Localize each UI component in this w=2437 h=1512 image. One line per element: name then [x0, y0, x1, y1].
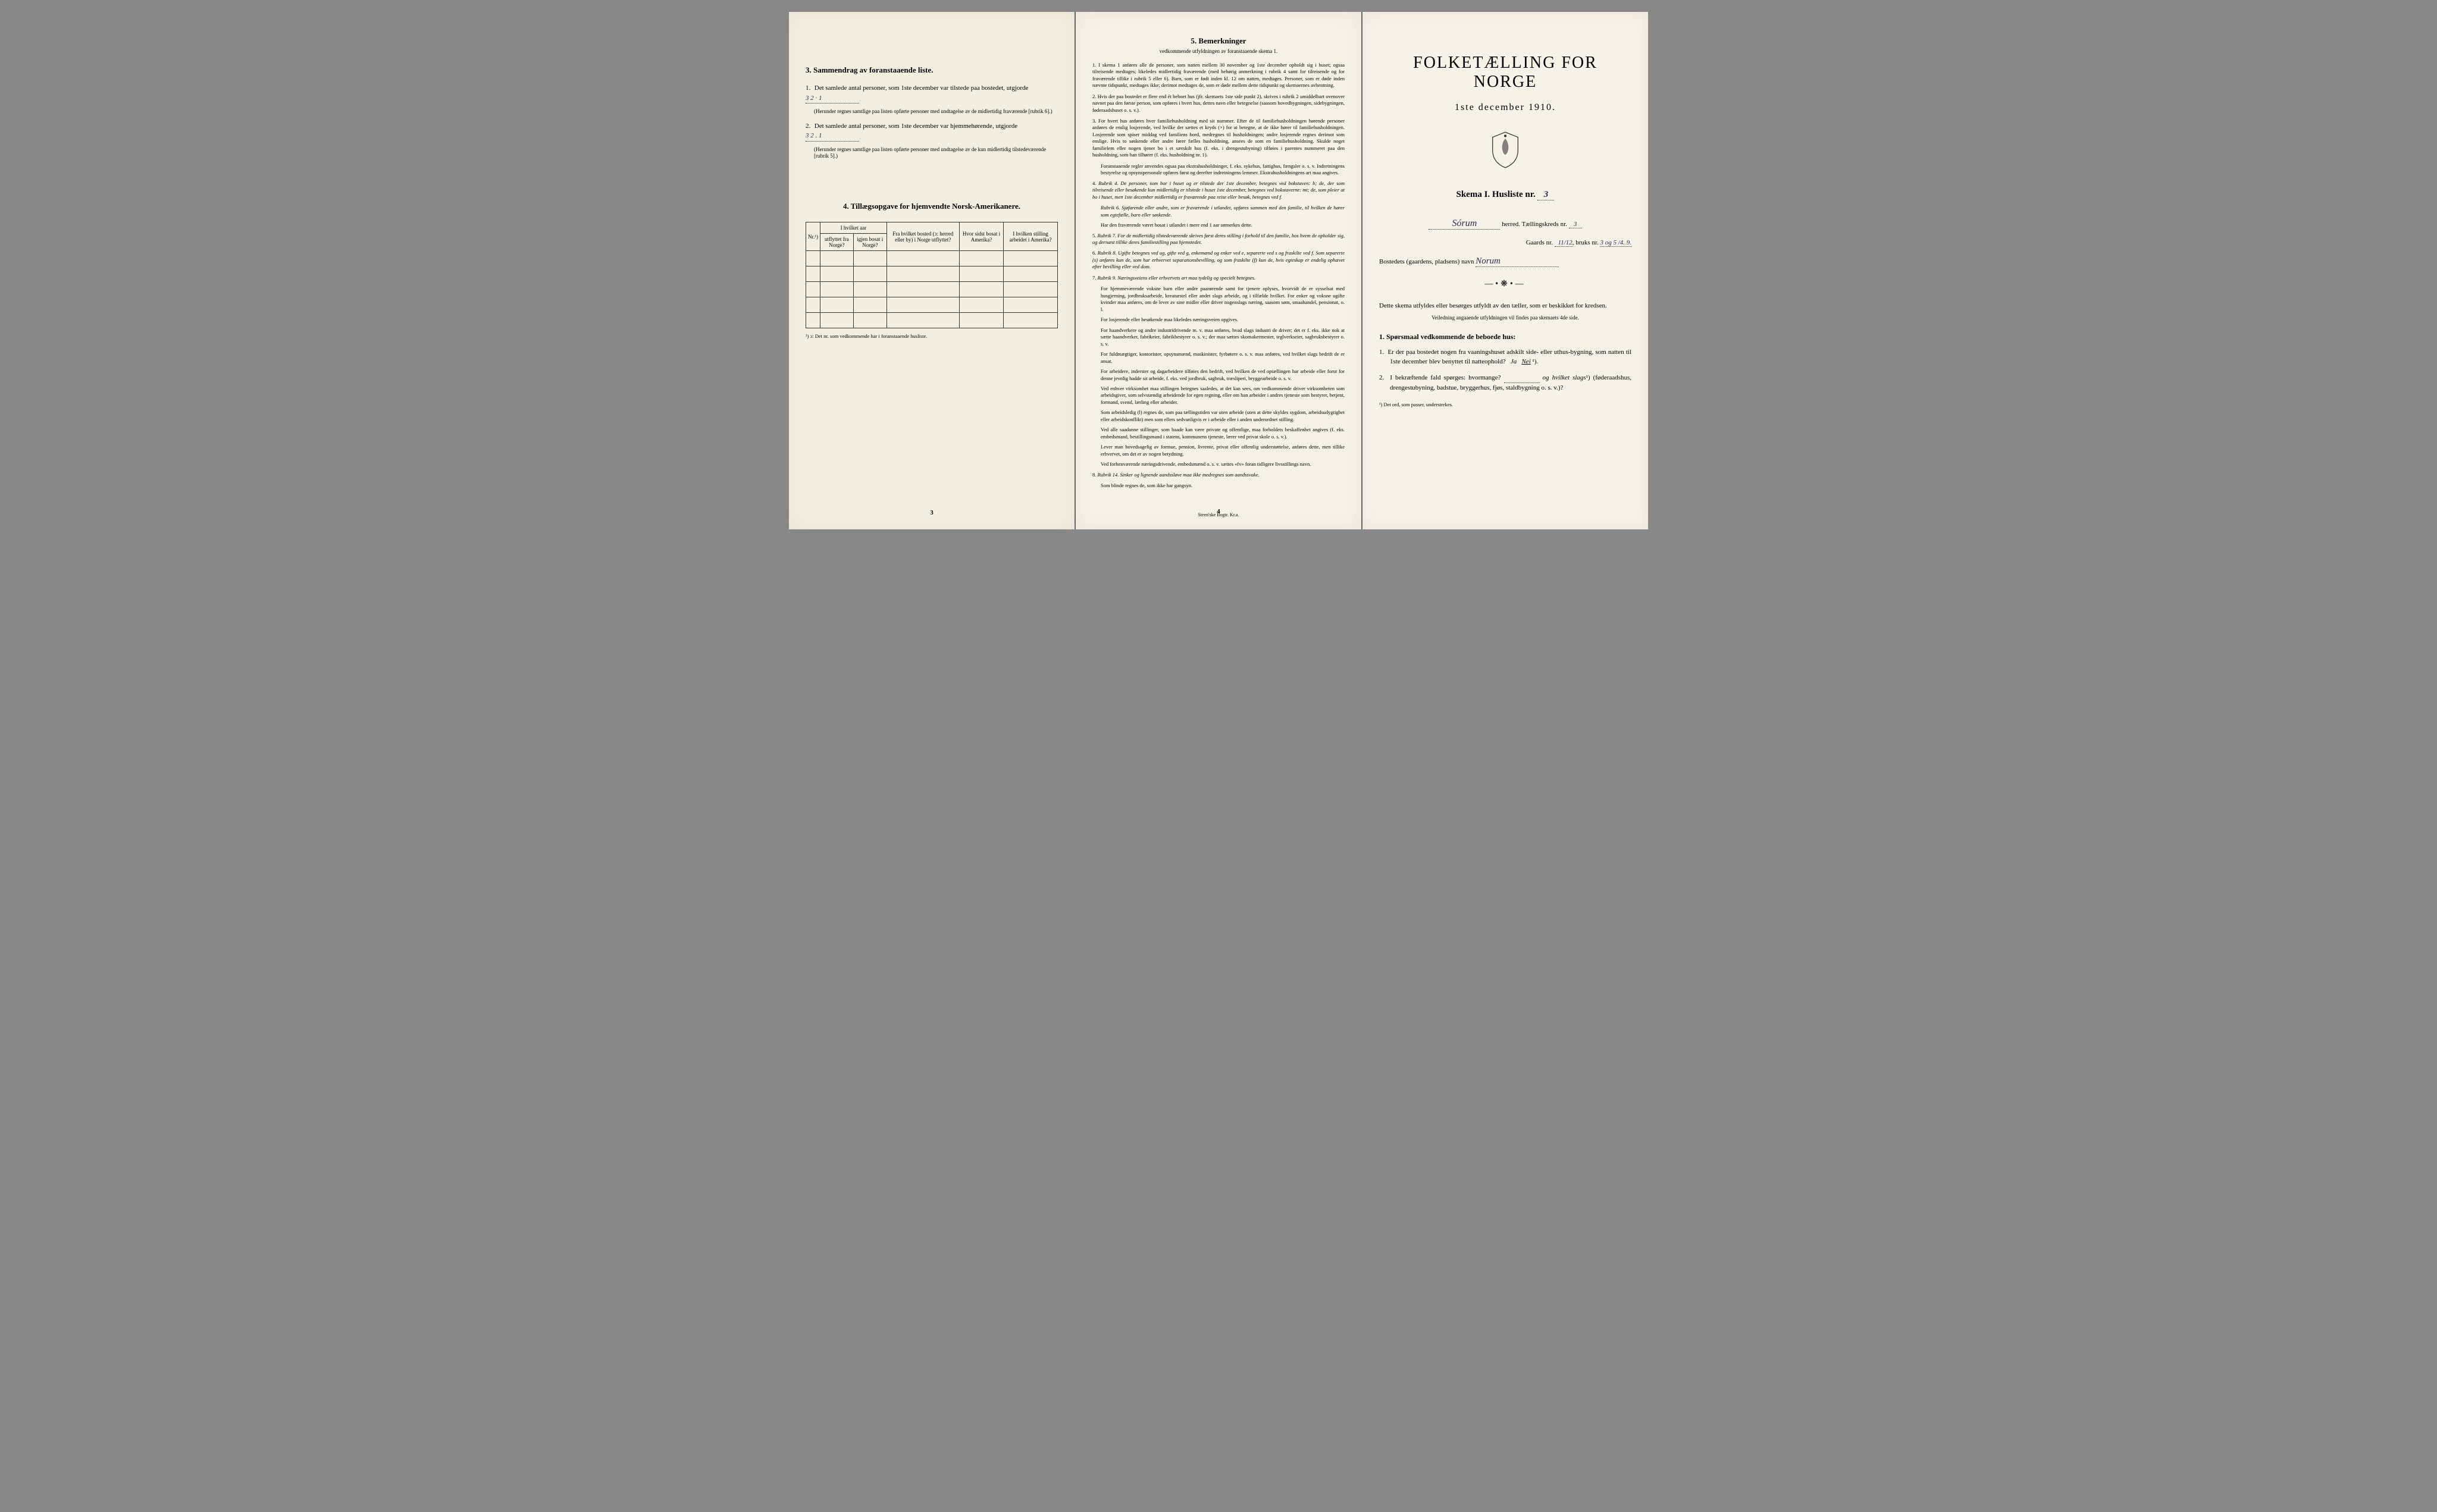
item-2-value: 3 2 . 1 — [806, 131, 859, 142]
th-stilling: I hvilken stilling arbeidet i Amerika? — [1004, 222, 1058, 251]
ornament-icon: ―•❋•― — [1379, 279, 1631, 289]
table-row — [806, 297, 1058, 313]
note-2: 2. Hvis der paa bostedet er flere end ét… — [1092, 93, 1345, 114]
note-7h: Ved alle saadanne stillinger, som baade … — [1101, 426, 1345, 440]
note-7e: For arbeidere, inderster og dagarbeidere… — [1101, 368, 1345, 382]
answer-nei: Nei — [1521, 358, 1530, 365]
main-title: FOLKETÆLLING FOR NORGE — [1379, 54, 1631, 92]
table-row — [806, 313, 1058, 328]
item-num: 1. — [806, 83, 813, 93]
bosted-row: Bostedets (gaardens, pladsens) navn Noru… — [1379, 256, 1631, 267]
th-utflyttet: utflyttet fra Norge? — [820, 234, 853, 251]
item-num: 2. — [806, 121, 813, 131]
instruction-1: Dette skema utfyldes eller besørges utfy… — [1379, 301, 1631, 311]
census-date: 1ste december 1910. — [1379, 102, 1631, 113]
note-7i: Lever man hovedsagelig av formue, pensio… — [1101, 444, 1345, 457]
item-1: 1. Det samlede antal personer, som 1ste … — [806, 83, 1058, 103]
note-7: 7. Rubrik 9. Næringsveiens eller erhverv… — [1092, 275, 1345, 281]
th-nr: Nr.¹) — [806, 222, 820, 251]
table-row — [806, 251, 1058, 266]
gaards-row: Gaards nr. 11/12, bruks nr. 3 og 5 /4. 9… — [1379, 239, 1631, 247]
skema-line: Skema I. Husliste nr. 3 — [1379, 190, 1631, 200]
herred-row: Sórum herred. Tællingskreds nr. 3 — [1379, 218, 1631, 230]
table-footnote: ¹) ɔ: Det nr. som vedkommende har i fora… — [806, 333, 1058, 339]
note-7g: Som arbeidsledig (l) regnes de, som paa … — [1101, 409, 1345, 423]
page-3: 3. Sammendrag av foranstaaende liste. 1.… — [789, 12, 1075, 529]
note-4c: Har den fraværende været bosat i utlande… — [1101, 222, 1345, 228]
note-3b: Foranstaaende regler anvendes ogsaa paa … — [1101, 163, 1345, 177]
note-5: 5. Rubrik 7. For de midlertidig tilstede… — [1092, 233, 1345, 246]
th-sidst: Hvor sidst bosat i Amerika? — [959, 222, 1004, 251]
note-8: 8. Rubrik 14. Sinker og lignende aandssl… — [1092, 472, 1345, 478]
question-1: 1. Er der paa bostedet nogen fra vaaning… — [1379, 347, 1631, 367]
bosted-value: Norum — [1476, 256, 1559, 267]
note-6: 6. Rubrik 8. Ugifte betegnes ved ug, gif… — [1092, 250, 1345, 270]
gaards-value: 11/12 — [1555, 239, 1573, 247]
item-1-text: Det samlede antal personer, som 1ste dec… — [815, 84, 1029, 92]
note-4b: Rubrik 6. Sjøfarende eller andre, som er… — [1101, 205, 1345, 218]
husliste-nr: 3 — [1537, 190, 1554, 200]
page-number: 3 — [930, 509, 934, 516]
document-spread: 3. Sammendrag av foranstaaende liste. 1.… — [789, 12, 1648, 529]
note-1: 1. I skema 1 anføres alle de personer, s… — [1092, 62, 1345, 89]
answer-ja: Ja — [1511, 358, 1517, 365]
note-7d: For fuldmægtiger, kontorister, opsynsmæn… — [1101, 351, 1345, 365]
page-cover: FOLKETÆLLING FOR NORGE 1ste december 191… — [1362, 12, 1648, 529]
item-2-fine: (Herunder regnes samtlige paa listen opf… — [814, 146, 1058, 160]
section-3-title: 3. Sammendrag av foranstaaende liste. — [806, 65, 1058, 75]
americans-table: Nr.¹) I hvilket aar Fra hvilket bosted (… — [806, 222, 1058, 328]
question-2: 2. I bekræftende fald spørges: hvormange… — [1379, 373, 1631, 393]
item-1-fine: (Herunder regnes samtlige paa listen opf… — [814, 108, 1058, 115]
note-7c: For haandverkere og andre industridriven… — [1101, 327, 1345, 347]
page-4: 5. Bemerkninger vedkommende utfyldningen… — [1076, 12, 1361, 529]
section-3: 3. Sammendrag av foranstaaende liste. 1.… — [806, 65, 1058, 160]
item-2-text: Det samlede antal personer, som 1ste dec… — [815, 123, 1017, 130]
instruction-2: Veiledning angaaende utfyldningen vil fi… — [1379, 315, 1631, 321]
section-4: 4. Tillægsopgave for hjemvendte Norsk-Am… — [806, 202, 1058, 339]
table-row — [806, 282, 1058, 297]
note-3: 3. For hvert hus anføres hver familiehus… — [1092, 118, 1345, 159]
printer-mark: Steen'ske Bogtr. Kr.a. — [1198, 512, 1239, 519]
section-5-title: 5. Bemerkninger — [1092, 36, 1345, 46]
th-year-group: I hvilket aar — [820, 222, 887, 234]
bruks-value: 3 og 5 /4. 9. — [1600, 239, 1631, 247]
table-row — [806, 266, 1058, 282]
herred-value: Sórum — [1429, 218, 1500, 230]
note-7f: Ved enhver virksomhet maa stillingen bet… — [1101, 385, 1345, 406]
note-7j: Ved forhenværende næringsdrivende, embed… — [1101, 461, 1345, 468]
th-bosted: Fra hvilket bosted (ɔ: herred eller by) … — [887, 222, 959, 251]
footnote-right: ¹) Det ord, som passer, understrekes. — [1379, 401, 1631, 407]
note-4: 4. Rubrik 4. De personer, som bor i huse… — [1092, 180, 1345, 200]
note-7a: For hjemmeværende voksne barn eller andr… — [1101, 286, 1345, 313]
note-8b: Som blinde regnes de, som ikke har gangs… — [1101, 482, 1345, 489]
kreds-value: 3 — [1569, 221, 1582, 228]
question-title: 1. Spørsmaal vedkommende de beboede hus: — [1379, 332, 1631, 341]
th-igjen: igjen bosat i Norge? — [853, 234, 887, 251]
section-4-title: 4. Tillægsopgave for hjemvendte Norsk-Am… — [806, 202, 1058, 211]
item-2: 2. Det samlede antal personer, som 1ste … — [806, 121, 1058, 142]
section-5-sub: vedkommende utfyldningen av foranstaaend… — [1092, 48, 1345, 55]
coat-of-arms-icon — [1379, 131, 1631, 172]
note-7b: For losjerende eller besøkende maa likel… — [1101, 316, 1345, 323]
item-1-value: 3 2 · 1 — [806, 93, 859, 104]
